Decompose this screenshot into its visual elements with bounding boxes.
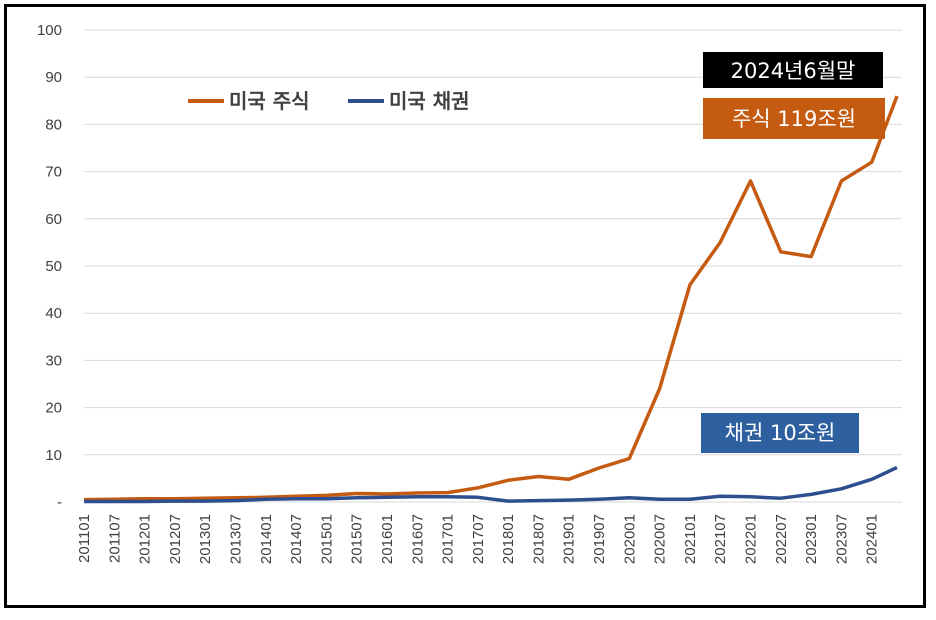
x-tick-label: 201501 (318, 514, 335, 564)
x-tick-label: 201807 (530, 514, 547, 564)
x-tick-label: 201901 (561, 514, 578, 564)
y-tick-label: 20 (45, 400, 62, 417)
y-tick-label: 50 (45, 258, 62, 275)
x-tick-label: 201207 (167, 514, 184, 564)
series-lines (83, 95, 899, 504)
x-tick-label: 201307 (227, 514, 244, 564)
y-tick-label: 10 (45, 447, 62, 464)
series-line-bond (84, 465, 898, 504)
x-tick-label: 201407 (288, 514, 305, 564)
legend-label-bond: 미국 채권 (389, 89, 470, 113)
series-line-stock (83, 95, 899, 502)
x-tick-label: 202001 (621, 514, 638, 564)
annotation-date: 2024년6월말 (703, 52, 883, 88)
y-tick-label: - (57, 494, 62, 511)
annotation-date-box (703, 52, 883, 88)
annotation-bond-text: 채권 10조원 (725, 421, 836, 445)
x-tick-label: 201201 (137, 514, 154, 564)
x-tick-label: 201707 (470, 514, 487, 564)
x-tick-label: 201107 (106, 514, 123, 563)
y-tick-label: 90 (45, 69, 62, 86)
x-tick-label: 202401 (864, 514, 881, 564)
annotation-stock-text: 주식 119조원 (732, 107, 856, 131)
legend: 미국 주식 미국 채권 (188, 89, 470, 113)
x-tick-label: 202301 (803, 514, 820, 564)
y-axis-ticks: - 10 20 30 40 50 60 70 80 90 100 (37, 22, 62, 511)
annotation-bond: 채권 10조원 (701, 413, 859, 453)
y-tick-label: 70 (45, 164, 62, 181)
y-tick-label: 80 (45, 116, 62, 133)
x-tick-label: 201701 (440, 514, 457, 564)
x-tick-label: 201601 (379, 514, 396, 564)
y-tick-label: 40 (45, 305, 62, 322)
y-tick-label: 100 (37, 22, 62, 39)
x-tick-label: 202207 (773, 514, 790, 564)
x-tick-label: 201507 (349, 514, 366, 564)
x-tick-label: 201401 (258, 514, 275, 564)
annotation-date-text: 2024년6월말 (731, 59, 856, 83)
x-tick-label: 202107 (712, 514, 729, 564)
x-tick-label: 201607 (409, 514, 426, 564)
annotation-stock-box (703, 98, 885, 139)
legend-label-stock: 미국 주식 (229, 89, 310, 113)
x-tick-label: 202307 (833, 514, 850, 564)
y-tick-label: 60 (45, 211, 62, 228)
annotation-stock: 주식 119조원 (703, 98, 885, 139)
annotation-bond-box (701, 413, 859, 453)
x-axis-ticks: 201101 201107 201201 201207 201301 201307 2014… (76, 514, 881, 564)
y-tick-label: 30 (45, 352, 62, 369)
x-tick-label: 201301 (197, 514, 214, 564)
x-tick-label: 202007 (652, 514, 669, 564)
x-tick-label: 202201 (743, 514, 760, 564)
x-tick-label: 201801 (500, 514, 517, 564)
x-tick-label: 201101 (76, 514, 93, 563)
x-tick-label: 202101 (682, 514, 699, 564)
x-tick-label: 201907 (591, 514, 608, 564)
